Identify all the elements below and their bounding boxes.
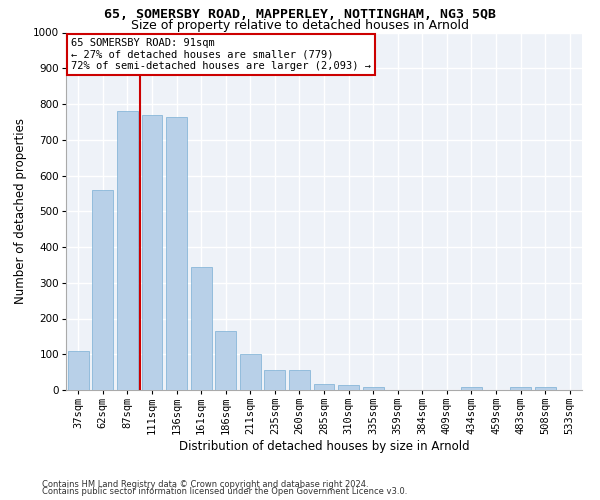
Text: 65, SOMERSBY ROAD, MAPPERLEY, NOTTINGHAM, NG3 5QB: 65, SOMERSBY ROAD, MAPPERLEY, NOTTINGHAM… xyxy=(104,8,496,20)
Y-axis label: Number of detached properties: Number of detached properties xyxy=(14,118,28,304)
Text: Size of property relative to detached houses in Arnold: Size of property relative to detached ho… xyxy=(131,18,469,32)
Bar xyxy=(166,116,187,390)
X-axis label: Distribution of detached houses by size in Arnold: Distribution of detached houses by size … xyxy=(179,440,469,453)
Bar xyxy=(68,350,89,390)
Text: 65 SOMERSBY ROAD: 91sqm
← 27% of detached houses are smaller (779)
72% of semi-d: 65 SOMERSBY ROAD: 91sqm ← 27% of detache… xyxy=(71,38,371,71)
Bar xyxy=(265,370,286,390)
Text: Contains public sector information licensed under the Open Government Licence v3: Contains public sector information licen… xyxy=(42,487,407,496)
Bar xyxy=(92,190,113,390)
Bar xyxy=(142,114,163,390)
Bar xyxy=(240,354,261,390)
Bar xyxy=(510,387,531,390)
Bar xyxy=(289,370,310,390)
Text: Contains HM Land Registry data © Crown copyright and database right 2024.: Contains HM Land Registry data © Crown c… xyxy=(42,480,368,489)
Bar xyxy=(314,384,334,390)
Bar xyxy=(191,266,212,390)
Bar xyxy=(461,387,482,390)
Bar xyxy=(362,387,383,390)
Bar xyxy=(535,387,556,390)
Bar xyxy=(117,111,138,390)
Bar xyxy=(215,331,236,390)
Bar xyxy=(338,384,359,390)
